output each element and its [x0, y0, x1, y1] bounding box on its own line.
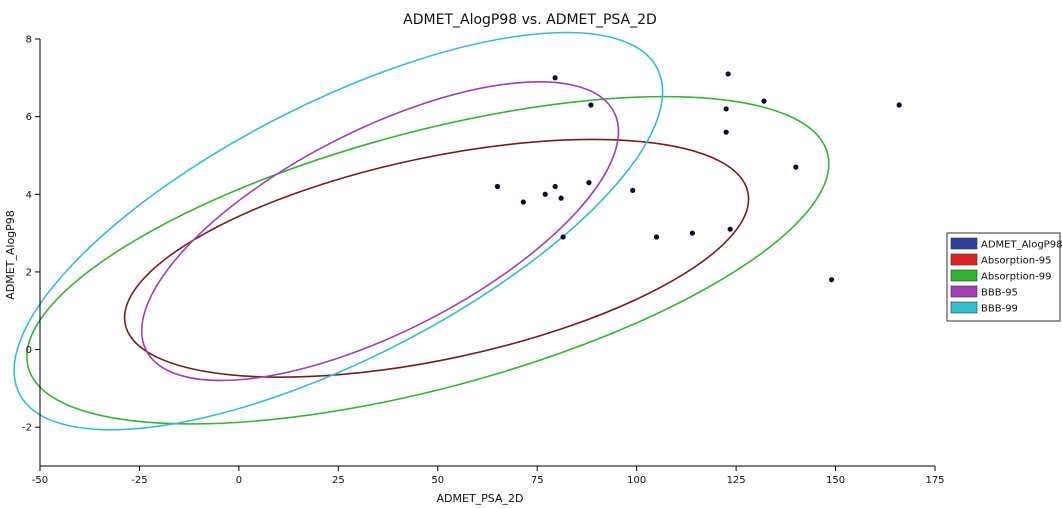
legend: ADMET_AlogP98 Absorption-95 Absorption-99 B…: [946, 232, 1062, 322]
legend-swatch: [950, 301, 978, 314]
x-tick-label: -25: [131, 475, 147, 486]
data-point: [520, 199, 526, 205]
legend-swatch: [950, 285, 978, 298]
y-axis-title: ADMET_AlogP98: [4, 210, 17, 300]
data-point: [588, 102, 594, 108]
x-tick-label: 150: [826, 475, 845, 486]
x-tick-label: 25: [332, 475, 345, 486]
plot-area: [13, 31, 902, 431]
x-tick-label: 0: [236, 475, 242, 486]
data-point: [723, 129, 729, 135]
data-point: [761, 98, 767, 104]
x-tick-label: 75: [531, 475, 544, 486]
y-tick-label: 8: [26, 35, 32, 46]
ellipse-absorption-95: [123, 138, 750, 378]
data-point: [689, 230, 695, 236]
legend-label: BBB-99: [981, 304, 1018, 315]
data-point: [653, 234, 660, 240]
x-tick-label: 125: [727, 475, 746, 486]
chart-title: ADMET_AlogP98 vs. ADMET_PSA_2D: [403, 12, 657, 28]
y-tick-label: 6: [26, 112, 32, 123]
y-tick-label: 4: [26, 190, 32, 201]
data-point: [828, 277, 835, 283]
data-point: [560, 234, 566, 240]
data-point: [723, 106, 729, 112]
x-tick-label: 175: [925, 475, 944, 486]
legend-label: BBB-95: [981, 288, 1018, 299]
data-point: [727, 226, 733, 232]
ellipse-absorption-99: [26, 95, 830, 425]
axes: -50 -25 0 25 50 75 100 125 150 175 -2 0 2 4 6 8: [22, 35, 945, 487]
data-point: [552, 183, 558, 190]
data-point: [630, 187, 636, 193]
legend-label: Absorption-95: [981, 256, 1051, 267]
x-tick-label: 100: [627, 475, 646, 486]
data-point: [725, 71, 731, 77]
y-tick-label: 0: [26, 345, 32, 356]
y-tick-label: -2: [22, 423, 32, 434]
x-axis-title: ADMET_PSA_2D: [437, 492, 524, 505]
data-point: [542, 191, 548, 197]
data-point: [494, 183, 501, 190]
legend-swatch: [950, 269, 978, 282]
data-point: [896, 102, 902, 108]
y-tick-label: 2: [26, 267, 32, 278]
legend-label: Absorption-99: [981, 272, 1051, 283]
ellipse-bbb-99: [13, 31, 664, 431]
legend-label: ADMET_AlogP98: [981, 240, 1062, 251]
legend-swatch: [950, 253, 978, 266]
legend-swatch: [950, 237, 978, 250]
x-tick-label: -50: [32, 475, 48, 486]
x-tick-label: 50: [431, 475, 444, 486]
data-point: [793, 164, 799, 170]
data-point: [586, 180, 592, 186]
data-point: [558, 195, 564, 201]
data-point: [552, 75, 558, 81]
ellipse-bbb-95: [140, 81, 620, 382]
